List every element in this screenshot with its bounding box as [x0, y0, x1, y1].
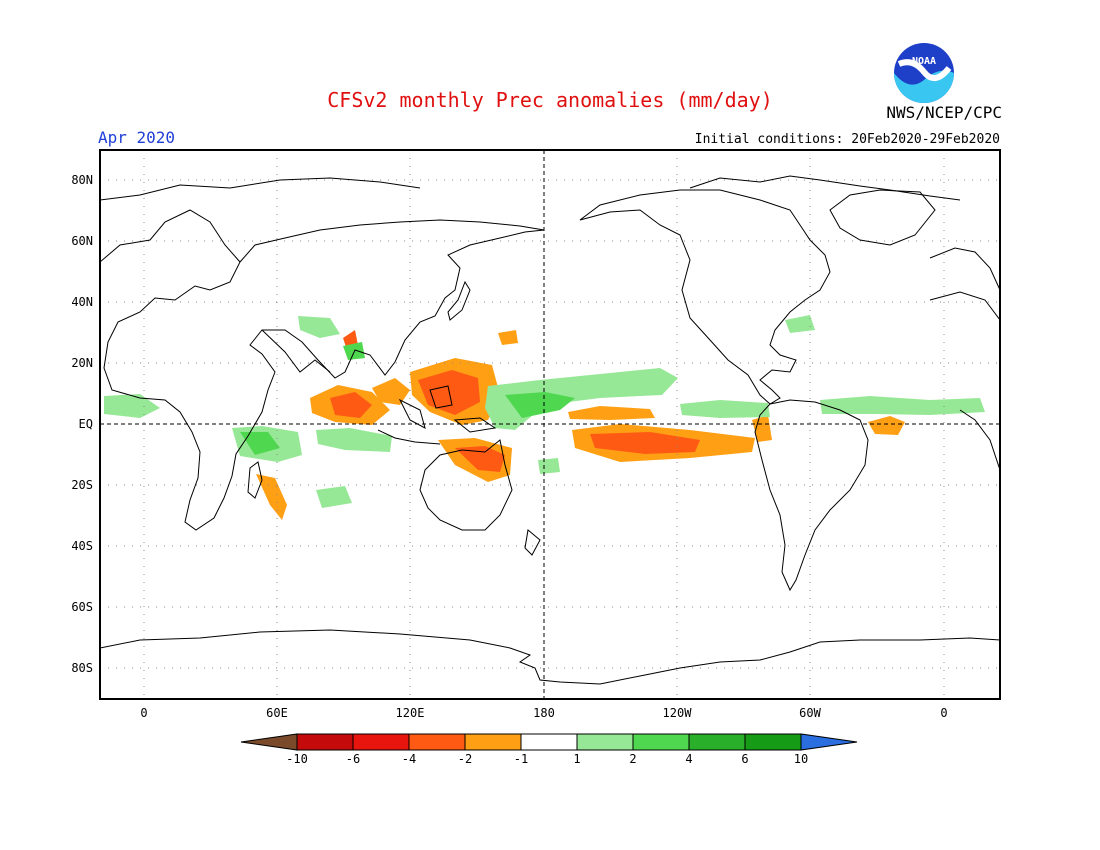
colorbar-tick-label: 2 [629, 752, 636, 766]
lon-label: 180 [533, 706, 555, 720]
colorbar-box [744, 733, 802, 751]
wet-anomaly-west-africa [104, 394, 160, 418]
wet-anomaly-south-pacific [538, 458, 560, 474]
lat-label: 20S [71, 478, 93, 492]
dry-anomaly-indian-core [330, 392, 372, 418]
colorbar-tick-label: -10 [286, 752, 308, 766]
noaa-logo-text: NOAA [912, 56, 936, 67]
dry-anomaly-madagascar [256, 474, 287, 520]
lat-label: 60S [71, 600, 93, 614]
anomaly-shading [104, 315, 985, 520]
lat-label: 20N [71, 356, 93, 370]
colorbar-tick-label: 1 [573, 752, 580, 766]
map-frame [99, 149, 1001, 700]
lon-label: 120E [396, 706, 425, 720]
coastlines [100, 175, 1000, 685]
colorbar-box [464, 733, 522, 751]
wet-anomaly-arabian-sea [298, 316, 340, 338]
colorbar-arrow-high [800, 733, 858, 751]
dry-anomaly-north-australia-core [455, 446, 505, 472]
colorbar-tick-label: -1 [514, 752, 528, 766]
lon-label: 0 [940, 706, 947, 720]
colorbar-tick-label: -4 [402, 752, 416, 766]
wet-anomaly-indian-ocean-south [316, 428, 392, 452]
dry-anomaly-equatorial-pacific [568, 406, 655, 420]
lon-label: 120W [663, 706, 693, 720]
colorbar-tick-label: 10 [794, 752, 808, 766]
colorbar-tick-label: 6 [741, 752, 748, 766]
initial-conditions: Initial conditions: 20Feb2020-29Feb2020 [694, 132, 1000, 147]
wet-anomaly-south-indian [316, 486, 352, 508]
colorbar-legend: -10 -6 -4 -2 -1 1 2 4 6 10 [240, 733, 858, 766]
agency-label: NWS/NCEP/CPC [886, 103, 1002, 122]
lon-labels: 0 60E 120E 180 120W 60W 0 [140, 706, 947, 720]
dry-anomaly-atlantic [868, 416, 905, 435]
chart-title: CFSv2 monthly Prec anomalies (mm/day) [327, 88, 773, 112]
dry-anomaly-bay-of-bengal [372, 378, 410, 405]
colorbar-box [408, 733, 466, 751]
wet-anomaly-east-africa-core [240, 432, 280, 455]
colorbar-tick-label: -6 [346, 752, 360, 766]
wet-anomaly-us-east [785, 315, 815, 333]
wet-anomaly-atlantic-itcz [820, 396, 985, 415]
lat-label: EQ [79, 417, 93, 431]
lat-label: 40N [71, 295, 93, 309]
lat-labels: 80N 60N 40N 20N EQ 20S 40S 60S 80S [71, 173, 93, 675]
dry-anomaly-south-america [752, 415, 772, 442]
lat-label: 40S [71, 539, 93, 553]
lat-label: 60N [71, 234, 93, 248]
equator-and-dateline [100, 150, 1000, 699]
colorbar-box [352, 733, 410, 751]
dry-anomaly-northwest-pacific [498, 330, 518, 345]
colorbar-box [576, 733, 634, 751]
wet-anomaly-east-pacific [680, 400, 770, 418]
forecast-month: Apr 2020 [98, 128, 176, 147]
dry-anomaly-south-pacific-core [590, 432, 700, 454]
lat-label: 80N [71, 173, 93, 187]
colorbar-tick-label: -2 [458, 752, 472, 766]
colorbar-arrow-low [240, 733, 298, 751]
colorbar-box [632, 733, 690, 751]
lon-label: 60W [799, 706, 821, 720]
noaa-logo: NOAA [894, 43, 954, 103]
lat-label: 80S [71, 661, 93, 675]
colorbar-box [520, 733, 578, 751]
lon-label: 0 [140, 706, 147, 720]
wet-anomaly-central-pacific-core [505, 392, 575, 418]
lon-label: 60E [266, 706, 288, 720]
colorbar-box [688, 733, 746, 751]
colorbar-box [296, 733, 354, 751]
colorbar-tick-label: 4 [685, 752, 692, 766]
